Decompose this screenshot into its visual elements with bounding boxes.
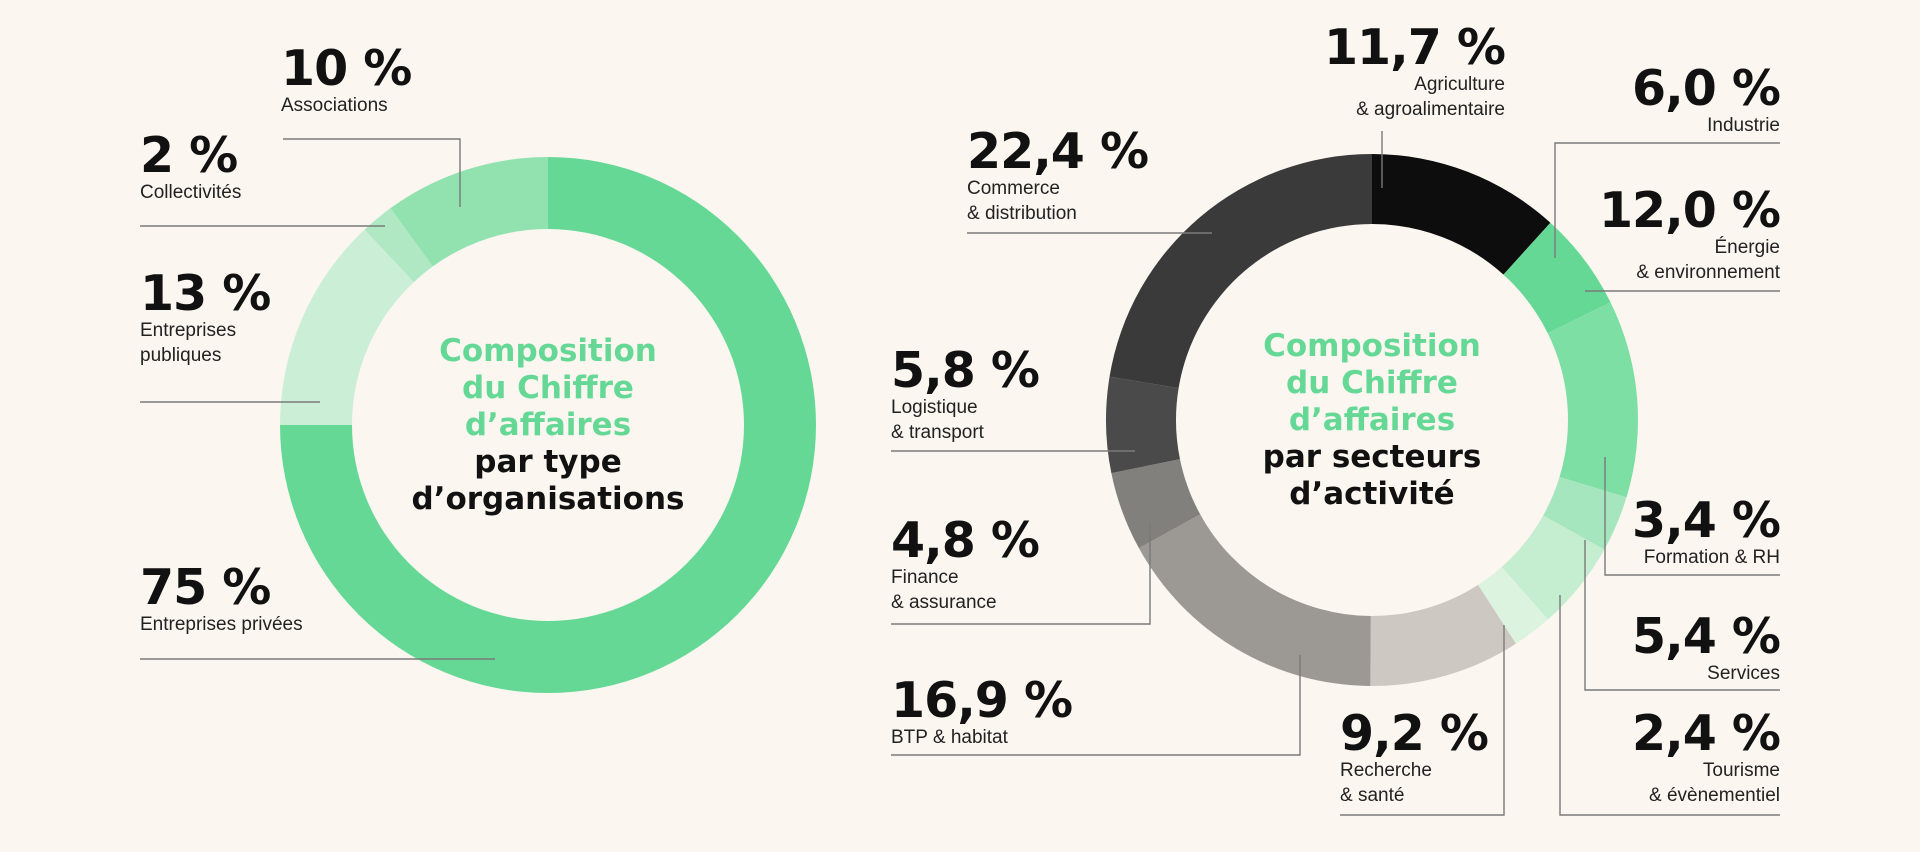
leader-line	[1604, 457, 1780, 576]
slice-associations	[390, 157, 548, 267]
category-label: Tourisme	[1703, 760, 1780, 781]
leader-line	[891, 522, 1151, 625]
category-label: Commerce	[967, 178, 1060, 199]
slice-label-collectivites: 2 %Collectivités	[140, 127, 385, 227]
percentage-label: 10 %	[281, 40, 411, 97]
chart-title-line: du Chiffre	[462, 370, 634, 406]
category-label: Entreprises privées	[140, 614, 303, 635]
category-label: Industrie	[1707, 115, 1780, 136]
slice-commerce-distribution	[1109, 154, 1372, 389]
slice-label-industrie: 6,0 %Industrie	[1554, 60, 1781, 258]
slice-industrie	[1503, 222, 1611, 334]
slice-agriculture-agroalimentaire	[1372, 154, 1551, 275]
slice-label-finance-assurance: 4,8 %Finance & assurance	[891, 512, 1151, 625]
category-label: publiques	[140, 345, 221, 366]
percentage-label: 12,0 %	[1599, 182, 1780, 239]
slice-label-agriculture-agroalimentaire: 11,7 %Agriculture & agroalimentaire	[1324, 19, 1506, 188]
slice-label-entreprises-privees: 75 %Entreprises privées	[140, 559, 495, 660]
slice-label-tourisme-evenementiel: 2,4 %Tourisme & évènementiel	[1559, 595, 1781, 816]
slice-entreprises-publiques	[280, 229, 414, 425]
chart-title-line: d’affaires	[465, 407, 631, 443]
category-label: & évènementiel	[1649, 785, 1780, 806]
chart-title-line: Composition	[439, 333, 657, 369]
slice-label-commerce-distribution: 22,4 %Commerce & distribution	[967, 123, 1212, 234]
category-label: Formation & RH	[1644, 547, 1780, 568]
chart-title-line: d’activité	[1289, 476, 1454, 512]
percentage-label: 2,4 %	[1632, 705, 1780, 762]
percentage-label: 22,4 %	[967, 123, 1148, 180]
category-label: & santé	[1340, 785, 1404, 806]
leader-line	[891, 655, 1301, 756]
category-label: Collectivités	[140, 182, 241, 203]
slice-finance-assurance	[1111, 459, 1201, 549]
category-label: BTP & habitat	[891, 727, 1009, 748]
percentage-label: 75 %	[140, 559, 270, 616]
category-label: Services	[1707, 663, 1780, 684]
percentage-label: 11,7 %	[1324, 19, 1505, 76]
percentage-label: 16,9 %	[891, 672, 1072, 729]
slice-label-formation-rh: 3,4 %Formation & RH	[1604, 457, 1781, 576]
slice-label-entreprises-publiques: 13 %Entreprises publiques	[140, 265, 320, 403]
category-label: Finance	[891, 567, 959, 588]
percentage-label: 2 %	[140, 127, 237, 184]
slice-label-logistique-transport: 5,8 %Logistique & transport	[891, 342, 1135, 452]
category-label: & transport	[891, 422, 985, 443]
category-label: & agroalimentaire	[1356, 99, 1505, 120]
slice-label-services: 5,4 %Services	[1584, 540, 1781, 691]
leader-line	[1340, 625, 1505, 816]
slice-label-btp-habitat: 16,9 %BTP & habitat	[891, 655, 1301, 756]
percentage-label: 5,4 %	[1632, 608, 1780, 665]
chart-title-line: Composition	[1263, 328, 1481, 364]
donut-chart-2: Composition du Chiffre d’affaires par secte…	[891, 19, 1781, 816]
category-label: & assurance	[891, 592, 997, 613]
chart-title-line: du Chiffre	[1286, 365, 1458, 401]
slice-logistique-transport	[1106, 376, 1180, 474]
chart-title: Composition du Chiffre d’affaires par secte…	[1263, 328, 1482, 512]
slice-btp-habitat	[1138, 514, 1371, 686]
donut-chart-1: Composition du Chiffre d’affaires par type d…	[140, 40, 816, 693]
category-label: Associations	[281, 95, 388, 116]
leader-line	[1584, 540, 1780, 691]
slice-label-energie-environnement: 12,0 %Énergie & environnement	[1585, 182, 1781, 292]
slice-label-associations: 10 %Associations	[281, 40, 461, 207]
percentage-label: 4,8 %	[891, 512, 1039, 569]
chart-title-line: par secteurs	[1263, 439, 1482, 475]
chart-title: Composition du Chiffre d’affaires par type d…	[412, 333, 685, 517]
chart-title-line: par type	[474, 444, 621, 480]
category-label: & environnement	[1636, 262, 1780, 283]
percentage-label: 5,8 %	[891, 342, 1039, 399]
category-label: Énergie	[1715, 237, 1781, 258]
category-label: Logistique	[891, 397, 978, 418]
chart-title-line: d’organisations	[412, 481, 685, 517]
slice-tourisme-evenementiel	[1478, 567, 1548, 644]
percentage-label: 3,4 %	[1632, 492, 1780, 549]
category-label: Entreprises	[140, 320, 236, 341]
leader-line	[1554, 142, 1780, 258]
slice-label-recherche-sante: 9,2 %Recherche & santé	[1340, 625, 1505, 816]
category-label: Recherche	[1340, 760, 1432, 781]
category-label: & distribution	[967, 203, 1077, 224]
slice-energie-environnement	[1547, 302, 1638, 498]
percentage-label: 9,2 %	[1340, 705, 1488, 762]
category-label: Agriculture	[1414, 74, 1505, 95]
leader-line	[1559, 595, 1780, 816]
chart-title-line: d’affaires	[1289, 402, 1455, 438]
percentage-label: 6,0 %	[1632, 60, 1780, 117]
percentage-label: 13 %	[140, 265, 270, 322]
leader-line	[283, 138, 461, 207]
slice-services	[1501, 515, 1605, 620]
slice-recherche-sante	[1370, 584, 1516, 686]
